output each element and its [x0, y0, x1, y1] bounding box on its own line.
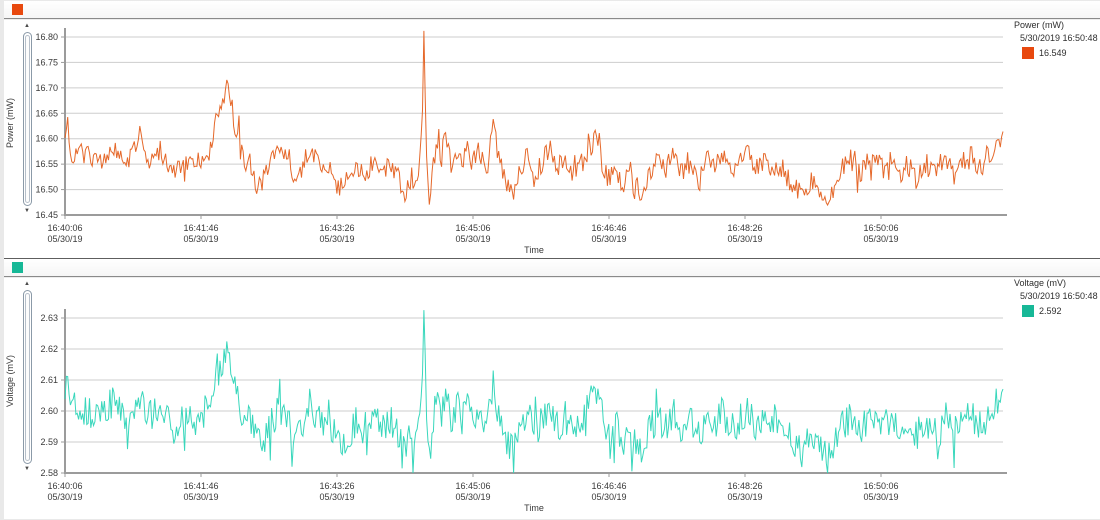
x-axis-title: Time [524, 503, 544, 513]
x-tick-time-label: 16:40:06 [47, 481, 82, 491]
x-tick-time-label: 16:45:06 [455, 481, 490, 491]
power-legend-timestamp: 5/30/2019 16:50:48 [1020, 33, 1098, 43]
y-tick-label: 16.70 [35, 83, 58, 93]
power-data-line [64, 30, 1004, 207]
power-scrollbar-track[interactable] [22, 32, 32, 206]
voltage-zoom-scrollbar[interactable]: ▲ ▼ [20, 281, 34, 473]
power-panel-body: ▲ ▼ Power (mW) 16.45 16.50 16.55 16.60 16.65… [4, 19, 1100, 258]
power-zoom-scrollbar[interactable]: ▲ ▼ [20, 23, 34, 215]
voltage-chart-svg: 2.582.592.602.612.622.6316:40:0605/30/19… [40, 309, 1007, 513]
power-legend-value: 16.549 [1039, 47, 1067, 58]
x-tick-date-label: 05/30/19 [47, 234, 82, 244]
voltage-legend-value-row: 2.592 [1022, 305, 1098, 317]
voltage-chart-panel: Voltage (mV) 5/30/2019 16:50:48 2.592 ▲ … [4, 259, 1100, 519]
voltage-legend-title: Voltage (mV) [1014, 278, 1067, 288]
y-tick-label: 16.65 [35, 108, 58, 118]
x-tick-date-label: 05/30/19 [727, 492, 762, 502]
x-tick-date-label: 05/30/19 [863, 492, 898, 502]
voltage-scrollbar-track[interactable] [22, 290, 32, 464]
power-chart-panel: Power (mW) 5/30/2019 16:50:48 16.549 ▲ ▼… [4, 1, 1100, 259]
x-tick-date-label: 05/30/19 [319, 492, 354, 502]
power-chart-svg: 16.45 16.50 16.55 16.60 16.65 16.70 16.75 16.80… [35, 28, 1007, 255]
x-tick-time-label: 16:50:06 [863, 223, 898, 233]
x-tick-time-label: 16:41:46 [183, 481, 218, 491]
y-tick-label: 16.75 [35, 57, 58, 67]
power-panel-header [4, 1, 1100, 19]
x-tick-date-label: 05/30/19 [863, 234, 898, 244]
y-tick-label: 2.58 [40, 468, 58, 478]
voltage-legend: Voltage (mV) 5/30/2019 16:50:48 2.592 [1010, 278, 1098, 317]
y-tick-label: 2.63 [40, 313, 58, 323]
x-tick-date-label: 05/30/19 [455, 234, 490, 244]
x-tick-time-label: 16:48:26 [727, 223, 762, 233]
x-tick-date-label: 05/30/19 [455, 492, 490, 502]
x-tick-time-label: 16:43:26 [319, 481, 354, 491]
power-series-icon [12, 4, 23, 15]
x-tick-date-label: 05/30/19 [183, 234, 218, 244]
voltage-legend-swatch-icon [1022, 305, 1034, 317]
y-tick-label: 16.50 [35, 185, 58, 195]
x-axis-title: Time [524, 245, 544, 255]
voltage-series-icon [12, 262, 23, 273]
voltage-data-line [64, 310, 1004, 474]
y-tick-label: 2.60 [40, 406, 58, 416]
voltage-legend-value: 2.592 [1039, 305, 1062, 316]
power-legend-title: Power (mW) [1014, 20, 1064, 30]
voltage-scrollbar-thumb[interactable] [24, 293, 30, 461]
x-tick-date-label: 05/30/19 [591, 492, 626, 502]
scroll-up-icon[interactable]: ▲ [24, 23, 30, 29]
x-tick-date-label: 05/30/19 [727, 234, 762, 244]
x-tick-date-label: 05/30/19 [183, 492, 218, 502]
y-tick-label: 16.45 [35, 210, 58, 220]
y-tick-label: 2.61 [40, 375, 58, 385]
x-tick-time-label: 16:50:06 [863, 481, 898, 491]
scroll-down-icon[interactable]: ▼ [24, 466, 30, 472]
y-tick-label: 16.80 [35, 32, 58, 42]
x-tick-time-label: 16:46:46 [591, 223, 626, 233]
x-tick-time-label: 16:48:26 [727, 481, 762, 491]
y-tick-label: 16.55 [35, 159, 58, 169]
x-tick-time-label: 16:43:26 [319, 223, 354, 233]
power-legend-value-row: 16.549 [1022, 47, 1098, 59]
scroll-down-icon[interactable]: ▼ [24, 208, 30, 214]
x-tick-time-label: 16:46:46 [591, 481, 626, 491]
x-tick-date-label: 05/30/19 [591, 234, 626, 244]
y-tick-label: 2.59 [40, 437, 58, 447]
power-scrollbar-thumb[interactable] [24, 35, 30, 203]
voltage-panel-body: ▲ ▼ Voltage (mV) 2.58 2.59 2.60 2.61 2.62 2.6… [4, 277, 1100, 519]
x-tick-time-label: 16:41:46 [183, 223, 218, 233]
y-tick-label: 16.60 [35, 134, 58, 144]
y-tick-label: 2.62 [40, 344, 58, 354]
voltage-legend-timestamp: 5/30/2019 16:50:48 [1020, 291, 1098, 301]
voltage-panel-header [4, 259, 1100, 277]
scroll-up-icon[interactable]: ▲ [24, 281, 30, 287]
power-legend-swatch-icon [1022, 47, 1034, 59]
x-tick-time-label: 16:45:06 [455, 223, 490, 233]
power-legend: Power (mW) 5/30/2019 16:50:48 16.549 [1010, 20, 1098, 59]
x-tick-date-label: 05/30/19 [319, 234, 354, 244]
x-tick-time-label: 16:40:06 [47, 223, 82, 233]
x-tick-date-label: 05/30/19 [47, 492, 82, 502]
